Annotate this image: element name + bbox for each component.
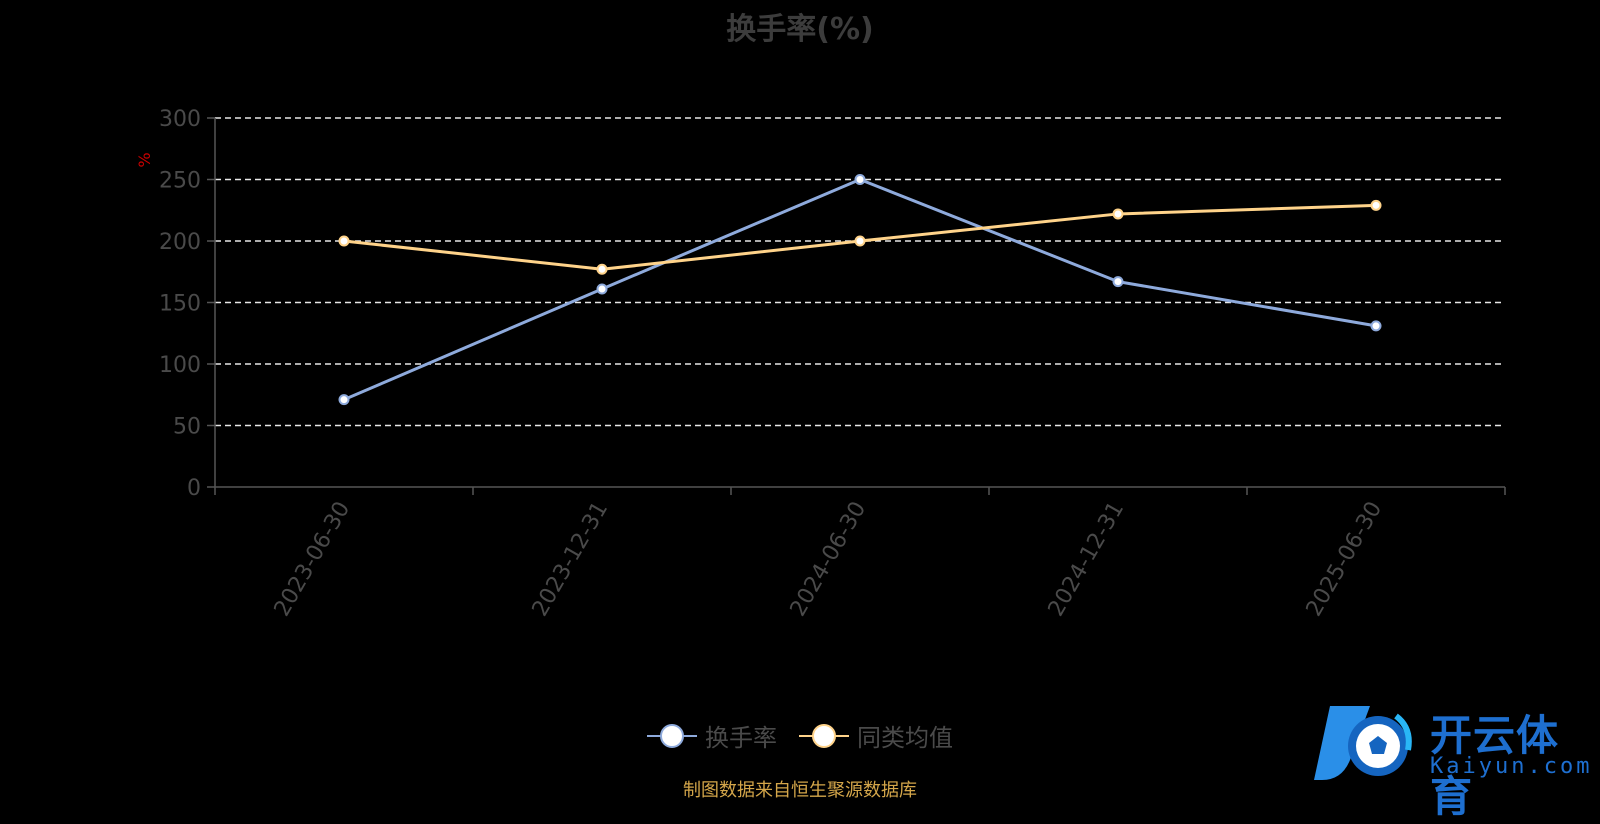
legend-marker-turnover <box>647 723 697 748</box>
y-tick-label: 150 <box>159 292 201 317</box>
legend-item-turnover[interactable]: 换手率 <box>647 718 777 753</box>
data-point-series-0 <box>1112 276 1124 288</box>
y-axis-unit-label: % <box>135 152 154 167</box>
data-point-series-0 <box>596 283 608 295</box>
line-chart: 0 50 100 150 200 250 300% 2023-06-30 2023-12-31 2… <box>135 107 1506 621</box>
data-point-series-1 <box>1112 208 1124 220</box>
x-tick-label: 2024-06-30 <box>786 498 872 621</box>
y-tick-label: 50 <box>173 415 201 440</box>
legend-label-peer-average: 同类均值 <box>857 724 953 752</box>
y-tick-label: 200 <box>159 230 201 255</box>
legend-label-turnover: 换手率 <box>705 724 777 752</box>
x-tick-label: 2025-06-30 <box>1302 498 1388 621</box>
kaiyun-logo: 开云体育 Kaiyun.com <box>1312 698 1589 821</box>
data-point-series-0 <box>854 174 866 185</box>
x-tick-label: 2023-06-30 <box>270 498 356 621</box>
chart-title: 换手率(%) <box>726 12 874 47</box>
data-point-series-1 <box>854 235 866 247</box>
data-point-series-1 <box>338 235 350 247</box>
soccer-ball-icon <box>1314 706 1412 780</box>
data-point-series-0 <box>1370 320 1382 332</box>
y-tick-label: 250 <box>159 169 201 194</box>
source-note: 制图数据来自恒生聚源数据库 <box>683 780 917 801</box>
data-point-series-1 <box>1370 199 1382 211</box>
legend-item-peer-average[interactable]: 同类均值 <box>799 718 953 753</box>
data-point-series-0 <box>338 394 350 406</box>
logo-subtext: Kaiyun.com <box>1430 754 1593 779</box>
x-tick-label: 2024-12-31 <box>1044 498 1130 621</box>
y-tick-label: 300 <box>159 107 201 132</box>
data-point-series-1 <box>596 263 608 275</box>
legend: 换手率 同类均值 <box>0 718 1600 753</box>
x-tick-label: 2023-12-31 <box>528 498 614 621</box>
series-line-0 <box>343 178 1377 402</box>
y-tick-label: 100 <box>159 353 201 378</box>
y-tick-label: 0 <box>187 476 201 501</box>
legend-marker-peer-average <box>799 723 849 748</box>
